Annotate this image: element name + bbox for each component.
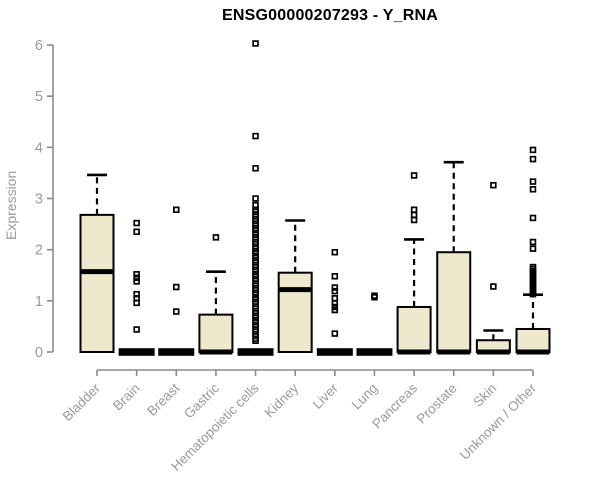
box-unknown-other	[515, 146, 551, 355]
collapsed-box	[316, 348, 353, 356]
outlier-point	[133, 326, 140, 333]
outlier-point	[252, 132, 259, 140]
outlier-point	[410, 206, 418, 214]
x-tick-label: Lung	[349, 381, 381, 413]
outlier-point	[529, 178, 537, 185]
collapsed-box	[158, 348, 195, 356]
box-hematopoietic-cells	[237, 40, 274, 356]
outlier-point	[133, 278, 140, 285]
outlier-point	[529, 146, 537, 154]
outlier-point	[410, 216, 418, 224]
x-tick-label: Prostate	[414, 381, 460, 427]
outlier-point	[529, 214, 537, 222]
outlier-point	[529, 155, 537, 163]
x-tick-label: Kidney	[262, 380, 302, 420]
outlier-point	[133, 228, 140, 236]
outlier-point	[133, 274, 140, 282]
outlier-point	[529, 238, 537, 246]
box-rect	[79, 213, 115, 353]
box-rect	[515, 327, 551, 354]
y-tick-label: 3	[35, 192, 43, 208]
x-tick-label: Breast	[144, 380, 182, 418]
outlier-point	[490, 181, 497, 189]
box-breast	[158, 206, 195, 356]
outlier-point	[529, 290, 537, 298]
outlier-point	[173, 308, 180, 315]
box-bladder	[79, 173, 115, 353]
box-lung	[356, 292, 393, 356]
box-skin	[475, 181, 511, 355]
box-prostate	[436, 160, 472, 355]
outlier-point	[529, 245, 537, 252]
box-pancreas	[396, 172, 432, 355]
outlier-point	[173, 206, 180, 214]
box-kidney	[277, 219, 313, 354]
x-tick-label: Bladder	[60, 380, 104, 424]
collapsed-box	[356, 348, 393, 356]
outlier-point	[252, 195, 259, 202]
outlier-point	[173, 283, 180, 291]
outlier-point	[331, 284, 339, 291]
box-rect	[198, 313, 234, 354]
outlier-point	[490, 283, 497, 290]
outlier-point	[133, 219, 140, 227]
x-tick-label: Liver	[310, 380, 342, 412]
outlier-point	[331, 300, 339, 307]
outlier-point	[410, 172, 418, 179]
outlier-point	[331, 248, 339, 256]
outlier-point	[252, 40, 259, 47]
outlier-point	[331, 287, 339, 295]
outlier-point	[371, 294, 378, 301]
outlier-point	[133, 299, 140, 307]
y-tick-label: 4	[35, 140, 43, 156]
y-tick-label: 6	[35, 38, 43, 54]
outlier-point	[410, 211, 418, 219]
chart-title: ENSG00000207293 - Y_RNA	[222, 7, 438, 24]
box-rect	[277, 271, 313, 354]
box-rect	[436, 251, 472, 354]
x-tick-label: Unknown / Other	[457, 380, 540, 463]
y-tick-label: 5	[35, 89, 43, 105]
box-brain	[118, 219, 155, 356]
x-tick-label: Brain	[110, 381, 143, 414]
outlier-point	[133, 270, 140, 278]
x-tick-label: Skin	[470, 381, 499, 410]
y-tick-label: 0	[35, 345, 43, 361]
box-liver	[316, 248, 353, 356]
box-gastric	[198, 234, 234, 355]
outlier-point	[529, 186, 537, 193]
collapsed-box	[118, 348, 155, 356]
outlier-point	[212, 234, 220, 241]
collapsed-box	[237, 348, 274, 356]
outlier-point	[252, 337, 259, 344]
outlier-point	[331, 330, 339, 337]
outlier-point	[252, 165, 259, 172]
box-rect	[396, 305, 432, 353]
y-tick-label: 1	[35, 294, 43, 310]
outlier-point	[331, 295, 339, 302]
y-tick-label: 2	[35, 243, 43, 259]
outlier-point	[331, 273, 339, 280]
outlier-point	[331, 306, 339, 314]
